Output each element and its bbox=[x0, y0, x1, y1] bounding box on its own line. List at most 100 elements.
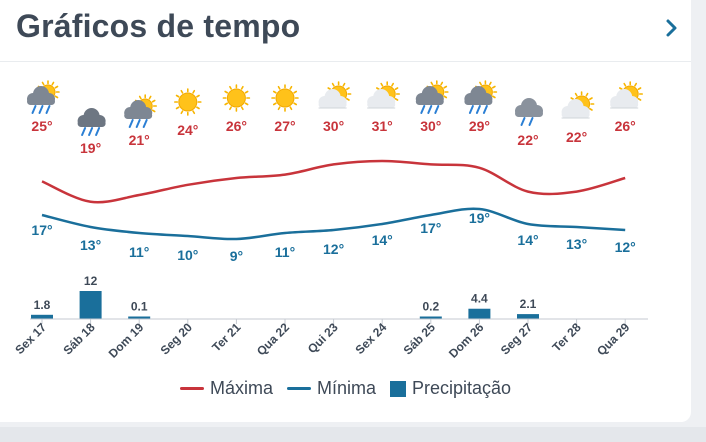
cloud-shape bbox=[27, 86, 55, 105]
legend-precip-swatch bbox=[389, 380, 406, 397]
precip-bar bbox=[79, 291, 102, 319]
weather-chart-card: Gráficos de tempo 25° 19° 21° 24° 26° 27° 30° 3… bbox=[0, 0, 691, 422]
sun-rays bbox=[271, 84, 299, 112]
min-temp-label: 10° bbox=[177, 247, 198, 263]
legend-precip: Precipitação bbox=[389, 378, 512, 399]
weather-icon-partly-cloudy bbox=[367, 81, 401, 109]
next-card-edge bbox=[0, 427, 706, 442]
max-temp-label: 30° bbox=[323, 118, 344, 134]
x-tick-label: Qua 29 bbox=[594, 320, 632, 358]
rain-drops bbox=[420, 105, 440, 114]
min-temp-label: 11° bbox=[129, 244, 149, 260]
precip-value-label: 0.2 bbox=[422, 300, 439, 314]
weather-icon-rain-sun bbox=[464, 80, 498, 114]
x-tick-label: Qua 22 bbox=[254, 320, 292, 358]
chart-legend: Máxima Mínima Precipitação bbox=[0, 378, 691, 399]
x-tick-label: Qui 23 bbox=[305, 320, 341, 356]
cloud-shape bbox=[318, 89, 347, 109]
precip-bar bbox=[419, 316, 442, 319]
weather-icon-partly-cloudy bbox=[561, 91, 595, 119]
cloud-shape bbox=[415, 86, 444, 105]
x-tick-label: Dom 19 bbox=[106, 320, 147, 361]
x-tick-label: Ter 28 bbox=[549, 320, 584, 355]
sun-disc bbox=[275, 88, 295, 108]
max-temp-label: 19° bbox=[80, 140, 101, 156]
weather-icon-rain-cloud bbox=[515, 98, 543, 126]
x-tick-label: Sex 17 bbox=[12, 320, 49, 357]
x-tick-label: Sáb 18 bbox=[60, 320, 97, 357]
weather-icon-heavy-rain bbox=[77, 108, 106, 136]
sun-disc bbox=[226, 88, 246, 108]
precip-value-label: 12 bbox=[84, 274, 98, 288]
max-temp-label: 21° bbox=[129, 132, 150, 148]
rain-drops bbox=[468, 105, 488, 114]
legend-min-label: Mínima bbox=[316, 378, 376, 398]
max-temp-label: 29° bbox=[469, 118, 490, 134]
max-temp-label: 22° bbox=[517, 132, 538, 148]
max-temp-label: 24° bbox=[177, 122, 198, 138]
temperature-chart: 25° 19° 21° 24° 26° 27° 30° 31° 30° 29° 22° 22° 26° 1… bbox=[12, 80, 648, 361]
sun-rays bbox=[617, 81, 644, 107]
min-temp-label: 13° bbox=[566, 236, 587, 252]
min-temp-line bbox=[41, 207, 626, 241]
min-temp-label: 11° bbox=[275, 244, 295, 260]
weather-icon-rain-sun bbox=[415, 80, 449, 114]
precip-bar bbox=[517, 314, 539, 319]
x-tick-label: Sex 24 bbox=[353, 320, 390, 357]
max-temp-label: 30° bbox=[420, 118, 441, 134]
weather-icon-rain-sun bbox=[27, 80, 60, 114]
precip-bar bbox=[468, 308, 491, 319]
rain-drops bbox=[520, 117, 534, 126]
precip-bar bbox=[128, 316, 151, 319]
cloud-shape bbox=[464, 86, 493, 105]
min-temp-label: 19° bbox=[469, 210, 490, 226]
max-temp-label: 31° bbox=[372, 118, 393, 134]
precip-value-label: 4.4 bbox=[471, 292, 488, 306]
min-temp-label: 14° bbox=[372, 232, 393, 248]
legend-max: Máxima bbox=[179, 378, 273, 399]
legend-precip-label: Precipitação bbox=[411, 378, 512, 398]
weather-icon-partly-cloudy bbox=[610, 81, 644, 109]
min-temp-label: 17° bbox=[31, 222, 52, 238]
x-tick-label: Sáb 25 bbox=[401, 320, 438, 357]
rain-drops bbox=[128, 119, 148, 128]
max-temp-label: 22° bbox=[566, 129, 587, 145]
max-temp-label: 26° bbox=[226, 118, 247, 134]
precip-value-label: 1.8 bbox=[34, 298, 51, 312]
max-temp-line bbox=[41, 159, 626, 204]
chevron-right-icon[interactable] bbox=[662, 14, 682, 42]
min-temp-label: 17° bbox=[420, 220, 441, 236]
sun-rays bbox=[174, 88, 202, 116]
max-temp-label: 26° bbox=[615, 118, 636, 134]
weather-icon-sun bbox=[174, 88, 202, 116]
cloud-shape bbox=[124, 100, 153, 119]
x-tick-label: Seg 20 bbox=[158, 320, 195, 357]
legend-min-swatch bbox=[286, 387, 311, 390]
cloud-shape bbox=[610, 89, 639, 109]
precip-value-label: 0.1 bbox=[131, 300, 148, 314]
sun-disc bbox=[178, 92, 198, 112]
legend-max-swatch bbox=[179, 387, 204, 390]
x-tick-label: Seg 27 bbox=[498, 320, 535, 357]
precip-bar bbox=[31, 314, 53, 319]
cloud-shape bbox=[561, 99, 590, 119]
header-divider bbox=[0, 61, 691, 62]
x-tick-label: Dom 26 bbox=[446, 320, 487, 361]
cloud-shape bbox=[77, 108, 106, 127]
legend-min: Mínima bbox=[286, 378, 376, 399]
weather-icon-rain-sun bbox=[124, 94, 157, 128]
rain-drops bbox=[31, 105, 51, 114]
max-temp-label: 25° bbox=[31, 118, 52, 134]
min-temp-label: 14° bbox=[517, 232, 538, 248]
max-temp-label: 27° bbox=[274, 118, 295, 134]
legend-max-label: Máxima bbox=[209, 378, 273, 398]
x-tick-label: Ter 21 bbox=[209, 320, 244, 355]
min-temp-label: 12° bbox=[615, 239, 636, 255]
precip-value-label: 2.1 bbox=[520, 297, 537, 311]
sun-rays bbox=[222, 84, 251, 112]
min-temp-label: 12° bbox=[323, 241, 344, 257]
rain-drops bbox=[81, 127, 101, 136]
weather-icon-sun bbox=[222, 84, 251, 112]
min-temp-label: 13° bbox=[80, 237, 101, 253]
page-title: Gráficos de tempo bbox=[16, 8, 301, 44]
